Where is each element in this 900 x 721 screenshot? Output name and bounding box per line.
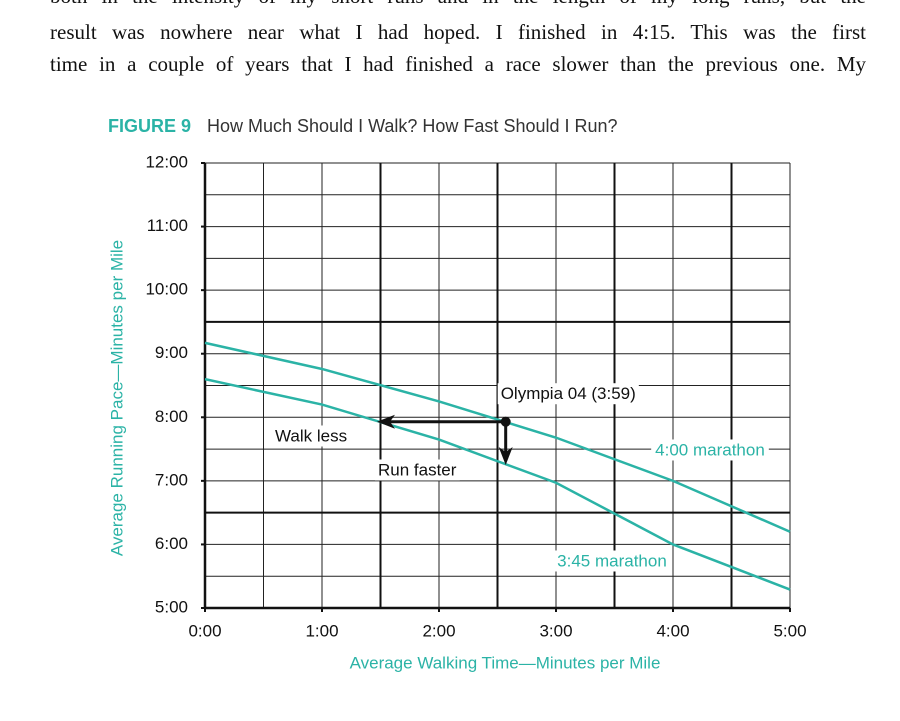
y-axis-label: Average Running Pace—Minutes per Mile	[107, 240, 126, 556]
y-tick-label: 9:00	[155, 343, 188, 362]
chart-title: How Much Should I Walk? How Fast Should …	[207, 116, 618, 136]
series-label: 3:45 marathon	[557, 551, 667, 570]
x-tick-label: 3:00	[539, 621, 572, 640]
y-tick-label: 8:00	[155, 407, 188, 426]
text-line: result was nowhere near what I had hoped…	[50, 20, 866, 44]
label-background	[497, 383, 639, 405]
series-label: 4:00 marathon	[655, 440, 765, 459]
series-line	[204, 377, 791, 591]
figure-label: FIGURE 9	[108, 116, 191, 136]
y-tick-label: 10:00	[145, 280, 188, 299]
y-tick-label: 6:00	[155, 534, 188, 553]
data-point	[500, 416, 511, 427]
annotation: Walk less	[275, 426, 347, 445]
text-line: both in the intensity of my short runs a…	[50, 0, 866, 12]
x-tick-label: 4:00	[656, 621, 689, 640]
x-tick-label: 1:00	[305, 621, 338, 640]
label-background	[375, 459, 460, 481]
text-line: time in a couple of years that I had fin…	[50, 52, 866, 76]
x-axis-label: Average Walking Time—Minutes per Mile	[350, 653, 661, 672]
y-tick-label: 11:00	[147, 216, 188, 235]
y-tick-label: 5:00	[155, 597, 188, 616]
y-tick-label: 12:00	[145, 152, 188, 171]
arrow-head	[376, 414, 395, 429]
point-label: Olympia 04 (3:59)	[501, 384, 636, 403]
y-tick-label: 7:00	[155, 470, 188, 489]
label-background	[651, 439, 769, 461]
arrow-head	[498, 446, 513, 465]
series-line	[204, 341, 791, 533]
label-background	[553, 550, 671, 572]
label-background	[272, 425, 351, 447]
x-tick-label: 5:00	[773, 621, 806, 640]
annotation: Run faster	[378, 460, 457, 479]
x-tick-label: 2:00	[422, 621, 455, 640]
x-tick-label: 0:00	[188, 621, 221, 640]
